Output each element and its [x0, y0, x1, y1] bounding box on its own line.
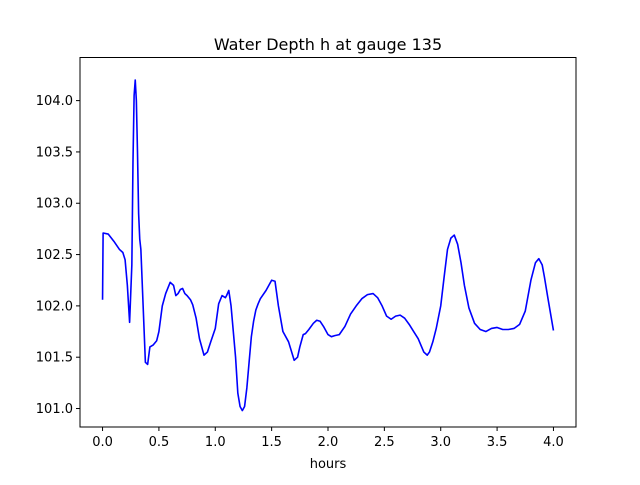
y-tick-label: 103.5	[36, 145, 73, 160]
y-tick-label: 102.5	[36, 248, 73, 263]
y-axis-ticks: 101.0 101.5 102.0 102.5 103.0 103.5 104.0	[36, 94, 80, 417]
x-tick-label: 3.5	[487, 435, 508, 450]
y-tick-label: 101.5	[36, 351, 73, 366]
chart-title: Water Depth h at gauge 135	[214, 35, 442, 54]
x-tick-label: 3.0	[430, 435, 451, 450]
y-tick-label: 104.0	[36, 94, 73, 109]
plot-area	[101, 79, 555, 412]
x-axis-label: hours	[310, 457, 347, 472]
x-tick-label: 0.0	[92, 435, 113, 450]
x-tick-label: 0.5	[149, 435, 170, 450]
axes-frame	[79, 57, 577, 428]
x-tick-label: 1.0	[205, 435, 226, 450]
series-line-0	[101, 79, 555, 412]
x-tick-label: 1.5	[261, 435, 282, 450]
x-tick-label: 2.5	[374, 435, 395, 450]
x-tick-label: 4.0	[543, 435, 564, 450]
y-tick-label: 103.0	[36, 197, 73, 212]
y-tick-label: 101.0	[36, 402, 73, 417]
y-tick-label: 102.0	[36, 299, 73, 314]
x-tick-label: 2.0	[318, 435, 339, 450]
x-axis-ticks: 0.0 0.5 1.0 1.5 2.0 2.5 3.0 3.5 4.0	[92, 427, 564, 450]
